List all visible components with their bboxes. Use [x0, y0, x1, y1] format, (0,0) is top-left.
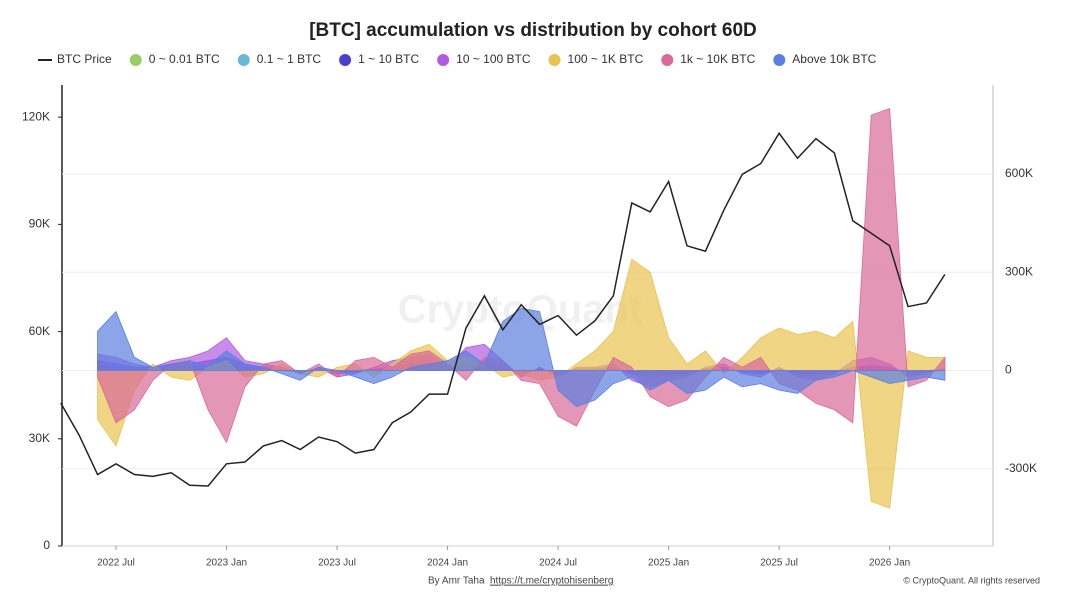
link[interactable]: https://t.me/cryptohisenberg [490, 576, 613, 587]
x-tick-label: 2023 Jul [318, 558, 356, 569]
y2-tick-label: 300K [1005, 264, 1033, 278]
legend-swatch [129, 54, 142, 66]
legend-label: 1 ~ 10 BTC [358, 52, 419, 66]
y2-tick-label: -300K [1005, 461, 1037, 475]
x-tick-label: 2022 Jul [97, 558, 135, 569]
y-tick-label: 30K [29, 431, 50, 445]
legend-label: 0.1 ~ 1 BTC [257, 52, 322, 66]
x-tick-label: 2026 Jan [869, 558, 910, 569]
x-tick-label: 2024 Jul [539, 558, 577, 569]
price-line [60, 131, 946, 487]
legend-swatch [339, 54, 352, 66]
y2-tick-label: 600K [1005, 166, 1033, 180]
legend-label: 1k ~ 10K BTC [680, 52, 755, 66]
legend-swatch [237, 54, 250, 66]
y2-tick-label: 0 [1005, 363, 1012, 377]
legend-swatch [437, 54, 450, 66]
x-tick-label: 2025 Jan [648, 558, 689, 569]
y-tick-label: 90K [29, 217, 50, 231]
legend-swatch [773, 54, 786, 66]
legend-label: Above 10k BTC [792, 52, 876, 66]
cohort-area [97, 307, 946, 407]
x-tick-label: 2025 Jul [760, 558, 798, 569]
y-tick-label: 0 [43, 538, 50, 552]
legend-swatch [548, 54, 561, 66]
legend-label: 0 ~ 0.01 BTC [149, 52, 220, 66]
credit: By Amr Taha [428, 576, 485, 587]
legend-label: BTC Price [57, 52, 112, 66]
chart-title: [BTC] accumulation vs distribution by co… [309, 20, 757, 41]
legend-swatch [661, 54, 674, 66]
x-tick-label: 2023 Jan [206, 558, 247, 569]
y-tick-label: 120K [22, 109, 50, 123]
legend-label: 10 ~ 100 BTC [456, 52, 531, 66]
cohort-area [97, 108, 946, 444]
copyright: © CryptoQuant. All rights reserved [903, 575, 1040, 585]
legend-label: 100 ~ 1K BTC [568, 52, 644, 66]
y-tick-label: 60K [29, 324, 50, 338]
x-tick-label: 2024 Jan [427, 558, 468, 569]
